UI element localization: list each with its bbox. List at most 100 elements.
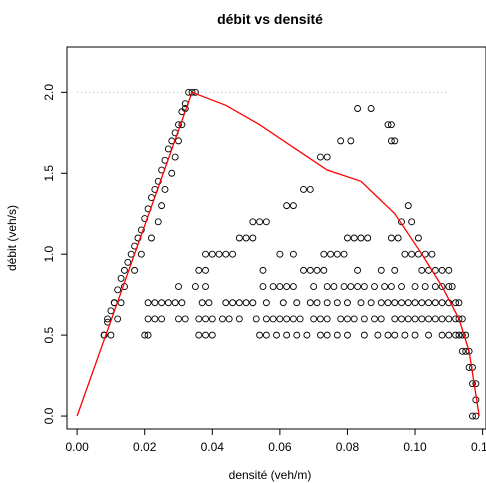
chart-title: débit vs densité	[217, 11, 323, 27]
data-point	[392, 316, 398, 322]
data-point	[317, 332, 323, 338]
data-point	[301, 267, 307, 273]
data-point	[314, 267, 320, 273]
data-point	[426, 332, 432, 338]
data-point	[402, 251, 408, 257]
data-point	[317, 316, 323, 322]
data-point	[284, 203, 290, 209]
data-point	[209, 332, 215, 338]
plot-frame	[67, 47, 486, 429]
fit-line-layer	[77, 92, 479, 416]
data-point	[317, 154, 323, 160]
data-point	[236, 235, 242, 241]
data-point	[422, 284, 428, 290]
data-point	[368, 300, 374, 306]
data-point	[179, 300, 185, 306]
data-point	[199, 300, 205, 306]
data-point	[331, 284, 337, 290]
data-point	[206, 300, 212, 306]
y-tick-label: 0.5	[42, 326, 56, 343]
data-point	[311, 284, 317, 290]
data-point	[263, 332, 269, 338]
data-point	[429, 251, 435, 257]
data-point	[371, 316, 377, 322]
data-point	[203, 251, 209, 257]
data-point	[152, 316, 158, 322]
data-point	[223, 251, 229, 257]
data-point	[138, 251, 144, 257]
data-point	[290, 284, 296, 290]
data-point	[165, 300, 171, 306]
data-point	[432, 284, 438, 290]
data-point	[294, 300, 300, 306]
data-point	[324, 332, 330, 338]
data-point	[294, 332, 300, 338]
data-point	[230, 251, 236, 257]
data-point	[321, 267, 327, 273]
data-point	[334, 300, 340, 306]
data-point	[388, 284, 394, 290]
data-point	[341, 251, 347, 257]
data-point	[412, 332, 418, 338]
data-point	[439, 267, 445, 273]
data-point	[371, 284, 377, 290]
x-tick-label: 0.12	[471, 440, 486, 454]
data-point	[196, 316, 202, 322]
data-point	[155, 219, 161, 225]
data-point	[277, 284, 283, 290]
data-point	[277, 316, 283, 322]
data-point	[446, 332, 452, 338]
data-point	[277, 251, 283, 257]
data-point	[118, 275, 124, 281]
data-point	[121, 267, 127, 273]
data-point	[382, 284, 388, 290]
data-point	[176, 284, 182, 290]
data-point	[172, 300, 178, 306]
data-point	[307, 300, 313, 306]
data-point	[399, 316, 405, 322]
data-point	[280, 300, 286, 306]
data-point	[250, 300, 256, 306]
data-point	[426, 300, 432, 306]
data-point	[169, 170, 175, 176]
data-point	[307, 267, 313, 273]
data-point	[324, 284, 330, 290]
data-point	[392, 300, 398, 306]
data-point	[118, 300, 124, 306]
data-point	[314, 300, 320, 306]
data-point	[412, 316, 418, 322]
data-point	[405, 316, 411, 322]
data-point	[209, 316, 215, 322]
data-point	[290, 316, 296, 322]
data-point	[182, 316, 188, 322]
data-point	[145, 300, 151, 306]
data-point	[341, 284, 347, 290]
x-tick-label: 0.06	[268, 440, 292, 454]
data-point	[301, 186, 307, 192]
data-point	[125, 259, 131, 265]
data-point	[290, 203, 296, 209]
data-point	[257, 332, 263, 338]
data-point	[203, 284, 209, 290]
data-point	[361, 316, 367, 322]
data-point	[219, 316, 225, 322]
data-point	[355, 267, 361, 273]
data-point	[338, 138, 344, 144]
data-point	[159, 316, 165, 322]
data-point	[230, 300, 236, 306]
data-point	[395, 235, 401, 241]
data-point	[419, 267, 425, 273]
data-point	[203, 267, 209, 273]
data-point	[355, 284, 361, 290]
data-point	[348, 138, 354, 144]
data-point	[392, 267, 398, 273]
data-point	[290, 251, 296, 257]
data-point	[307, 186, 313, 192]
data-point	[284, 316, 290, 322]
data-point	[409, 219, 415, 225]
data-point	[334, 251, 340, 257]
data-point	[439, 300, 445, 306]
data-point	[260, 267, 266, 273]
data-point	[324, 154, 330, 160]
data-point	[209, 251, 215, 257]
